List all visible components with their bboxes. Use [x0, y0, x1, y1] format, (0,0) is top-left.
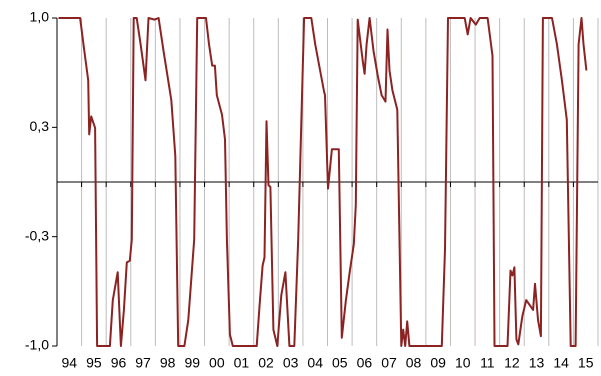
x-tick-label: 99: [184, 355, 200, 371]
x-tick-label: 13: [529, 355, 545, 371]
x-tick-label: 04: [307, 355, 323, 371]
x-tick-label: 94: [62, 355, 78, 371]
x-tick-label: 10: [455, 355, 471, 371]
x-tick-label: 08: [406, 355, 422, 371]
x-tick-label: 00: [209, 355, 225, 371]
x-tick-label: 07: [381, 355, 397, 371]
x-tick-label: 01: [234, 355, 250, 371]
x-tick-label: 95: [86, 355, 102, 371]
y-tick-label: -0,3: [25, 227, 49, 243]
y-tick-label: -1,0: [25, 337, 49, 353]
x-tick-label: 05: [332, 355, 348, 371]
x-tick-label: 12: [504, 355, 520, 371]
series-line: [58, 17, 588, 347]
y-tick-label: 0,3: [30, 118, 50, 134]
x-tick-label: 11: [480, 355, 495, 371]
x-tick-label: 03: [283, 355, 299, 371]
x-tick-label: 06: [357, 355, 373, 371]
y-tick-label: 1,0: [30, 9, 50, 25]
x-tick-label: 96: [111, 355, 127, 371]
x-tick-label: 02: [258, 355, 274, 371]
x-tick-label: 14: [553, 355, 569, 371]
x-tick-label: 09: [430, 355, 446, 371]
x-tick-label: 97: [135, 355, 151, 371]
x-tick-label: 98: [160, 355, 176, 371]
x-tick-label: 15: [578, 355, 594, 371]
